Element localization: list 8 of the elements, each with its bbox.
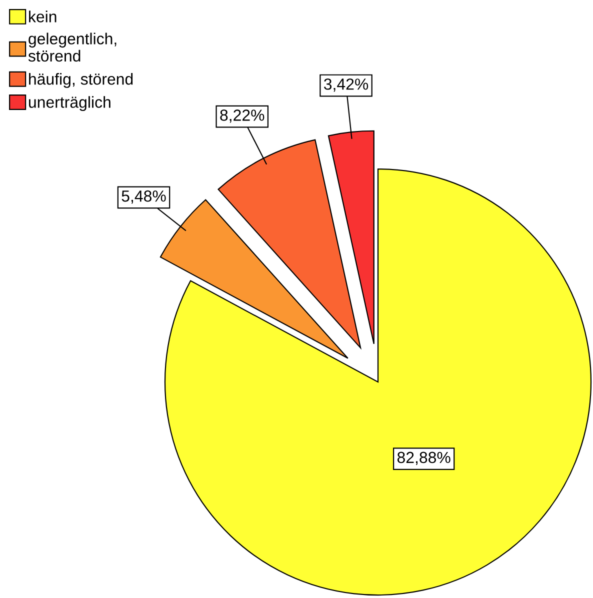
legend-label: gelegentlich, störend <box>28 32 116 62</box>
legend-label: häufig, störend <box>29 73 133 88</box>
data-label: 3,42% <box>324 78 368 92</box>
data-label: 82,88% <box>397 452 450 466</box>
data-label: 5,48% <box>122 190 166 204</box>
legend-label: kein <box>29 10 56 22</box>
legend-label: unerträglich <box>28 96 110 112</box>
data-label: 8,22% <box>220 110 264 123</box>
